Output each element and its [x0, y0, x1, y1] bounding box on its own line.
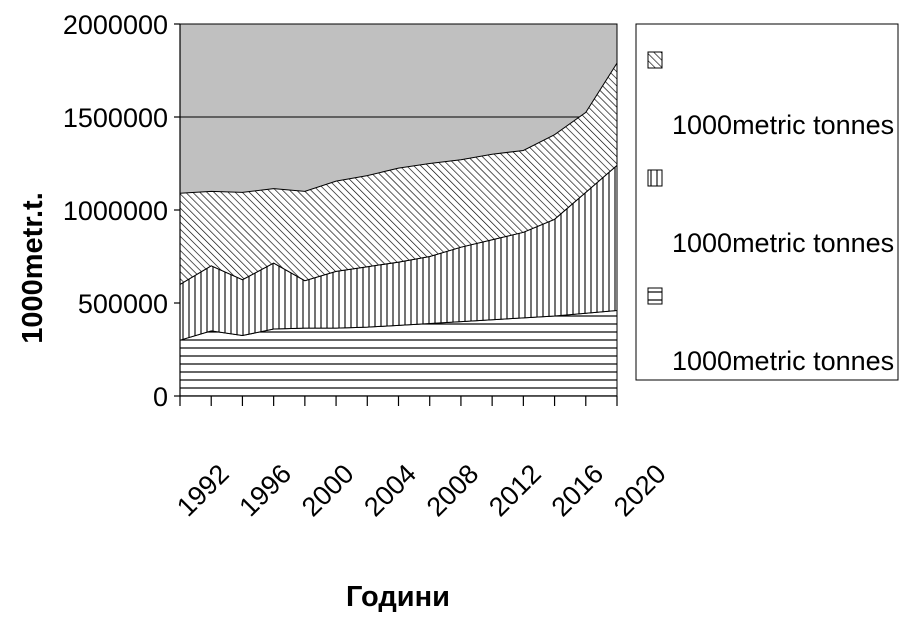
legend-label-2: 1000metric tonnes	[672, 228, 894, 258]
x-tick-label: 1992	[171, 459, 235, 523]
y-tick-label: 500000	[78, 289, 168, 319]
y-axis-title: 1000metr.t.	[17, 192, 49, 344]
legend-box	[635, 23, 899, 381]
x-tick-label: 1996	[233, 459, 297, 523]
legend-label-1: 1000metric tonnes	[672, 346, 894, 376]
series-areas	[179, 61, 618, 397]
x-tick-label: 2016	[546, 459, 610, 523]
legend-swatch-1	[647, 287, 663, 305]
legend-swatch-2	[647, 169, 663, 187]
y-tick-label: 2000000	[63, 10, 168, 40]
area-series-3	[179, 61, 618, 286]
x-tick-label: 2008	[421, 459, 485, 523]
legend-swatch-3	[647, 51, 663, 69]
x-axis-title: Години	[346, 581, 450, 613]
x-tick-label: 2020	[608, 459, 672, 523]
x-tick-label: 2012	[483, 459, 547, 523]
legend-label-3: 1000metric tonnes	[672, 110, 894, 140]
y-tick-label: 1000000	[63, 196, 168, 226]
y-tick-label: 1500000	[63, 103, 168, 133]
x-tick-label: 2000	[296, 459, 360, 523]
y-tick-label: 0	[153, 382, 168, 412]
x-tick-label: 2004	[358, 459, 422, 523]
legend: 1000metric tonnes 1000metric tonnes 1000me…	[635, 23, 899, 381]
y-tick-labels: 0 500000 1000000 1500000 2000000	[63, 10, 168, 412]
axes	[174, 23, 618, 406]
